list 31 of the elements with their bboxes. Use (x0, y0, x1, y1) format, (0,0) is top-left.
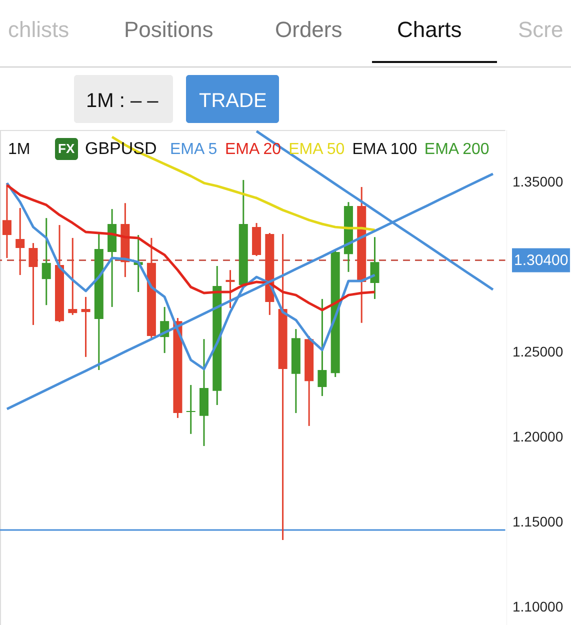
y-tick-label: 1.35000 (512, 174, 564, 190)
candlestick (2, 182, 12, 259)
candlestick (186, 384, 196, 435)
text: Positions (124, 17, 214, 42)
text: EMA 20 (225, 141, 282, 158)
candlestick (81, 296, 90, 358)
y-tick-label: 1.20000 (512, 428, 564, 444)
text: EMA 5 (170, 141, 218, 158)
annotation: 1M (8, 141, 30, 158)
candlestick (28, 242, 38, 326)
line-series (6, 184, 376, 312)
candlestick (68, 237, 78, 316)
legend-label: EMA 100 (352, 141, 418, 158)
ref-line-label: 1.30400 (514, 252, 568, 270)
text: TRADE (199, 90, 267, 112)
annotation: FX (58, 141, 75, 156)
text: EMA 50 (288, 141, 345, 158)
y-tick-label: 1.10000 (512, 598, 564, 614)
candlestick (226, 269, 235, 309)
candlestick (42, 217, 51, 306)
candlestick (370, 236, 380, 300)
text: 1M : – – (86, 90, 160, 112)
text: Orders (275, 17, 342, 42)
candlestick (16, 207, 25, 276)
y-tick-label: 1.25000 (512, 344, 564, 360)
text: chlists (8, 17, 70, 42)
candlestick (318, 298, 327, 397)
legend-label: EMA 200 (424, 141, 490, 158)
text: Scre (518, 17, 564, 42)
y-tick-label: 1.15000 (512, 513, 564, 530)
text: Charts (397, 17, 462, 42)
